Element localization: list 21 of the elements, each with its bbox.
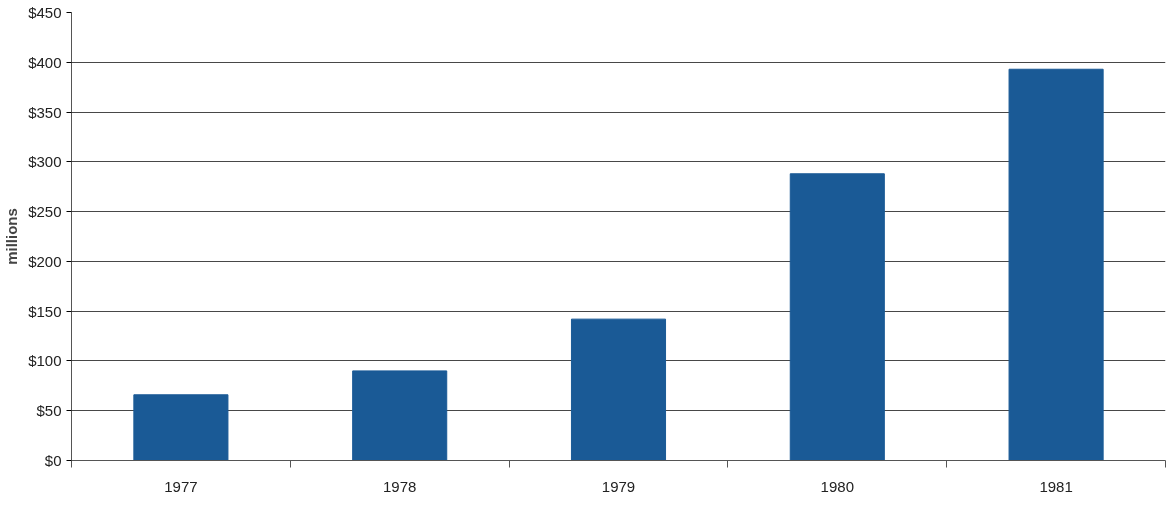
y-tick-label: $350 [28,103,62,121]
x-tick-label: 1981 [1039,477,1073,495]
y-tick-label: $200 [28,252,62,270]
bar [352,370,448,461]
x-tick-label: 1979 [601,477,636,495]
y-tick-label: $400 [28,53,62,71]
y-axis-title: millions [3,208,21,265]
x-tick-label: 1980 [820,477,854,495]
y-tick-label: $100 [28,352,62,370]
bar [789,173,885,461]
bar [133,394,229,461]
y-tick-label: $50 [36,402,62,420]
y-tick-label: $250 [28,203,62,221]
y-tick-label: $300 [28,153,62,171]
x-tick-label: 1977 [164,477,198,495]
y-tick-label: $150 [28,302,62,320]
y-tick-label: $450 [28,4,62,21]
y-tick-label: $0 [44,452,62,469]
bar [570,318,667,461]
x-tick-label: 1978 [383,477,417,495]
bar [1008,68,1104,461]
